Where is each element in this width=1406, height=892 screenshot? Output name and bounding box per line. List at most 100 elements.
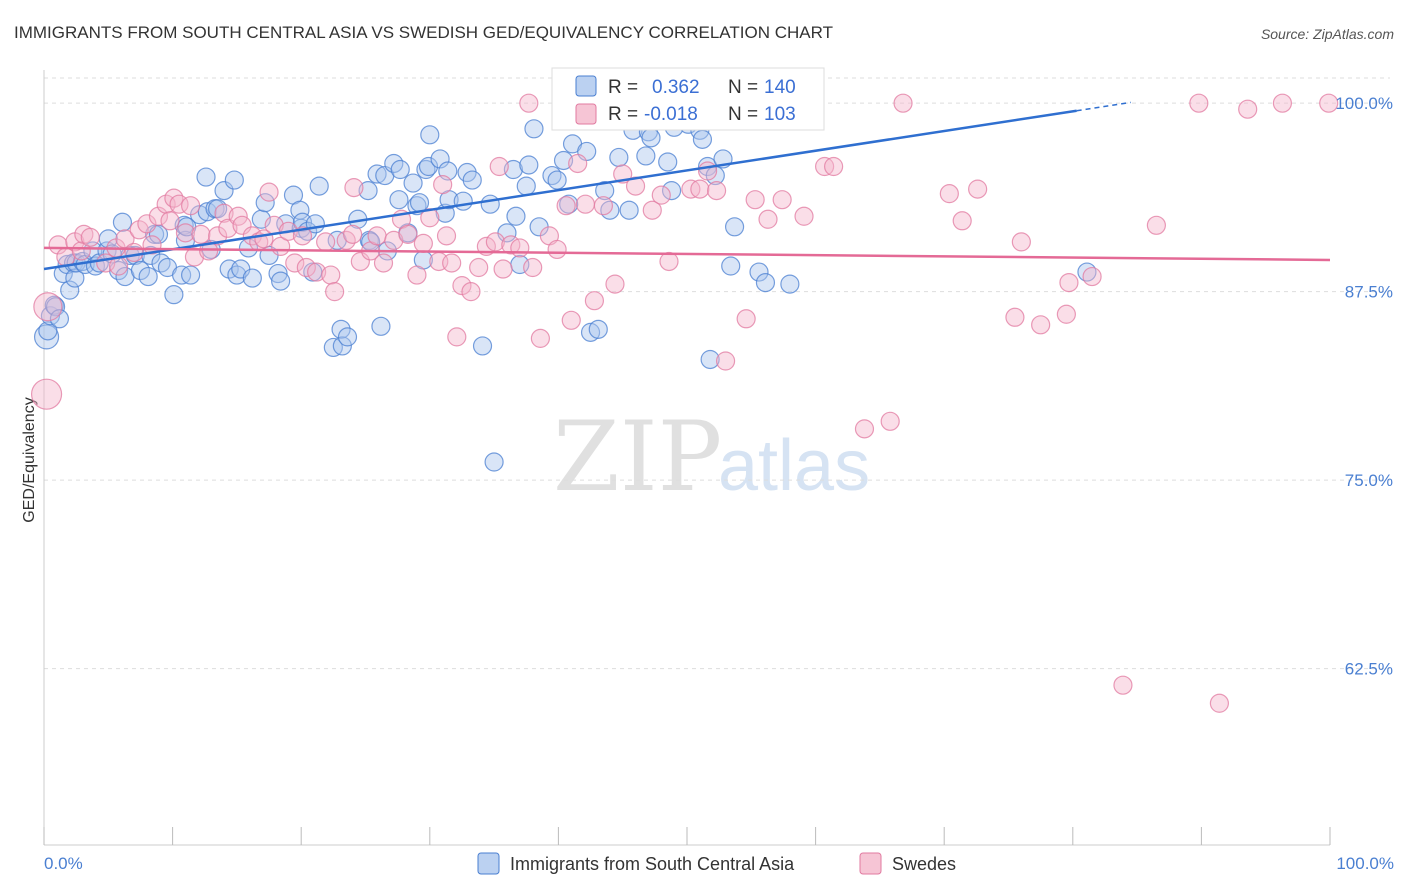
point-swedes — [530, 328, 550, 348]
point-immigrants — [418, 156, 439, 177]
point-immigrants — [636, 146, 656, 166]
point-swedes — [325, 282, 345, 302]
point-immigrants — [700, 349, 720, 370]
point-swedes — [71, 241, 91, 261]
point-immigrants — [547, 170, 567, 190]
point-immigrants — [462, 170, 482, 190]
y-tick-label: 100.0% — [1335, 94, 1393, 113]
point-swedes — [384, 230, 404, 250]
point-swedes — [433, 174, 453, 195]
point-immigrants — [196, 167, 216, 187]
point-swedes — [307, 262, 327, 282]
point-swedes — [690, 179, 710, 199]
point-swedes — [292, 226, 313, 246]
point-swedes — [199, 241, 219, 261]
point-swedes — [493, 259, 513, 279]
point-swedes — [129, 220, 149, 240]
top-legend: R = 0.362 N = 140 R = -0.018 N = 103 — [551, 67, 825, 131]
point-swedes — [854, 419, 875, 439]
point-immigrants — [453, 191, 473, 211]
point-swedes — [398, 224, 418, 244]
point-swedes — [160, 211, 180, 231]
point-immigrants — [371, 316, 391, 336]
point-immigrants — [331, 319, 351, 339]
legend-swatch-immigrants — [575, 75, 597, 97]
legend-box — [551, 67, 825, 131]
point-immigrants — [516, 176, 536, 196]
point-swedes — [893, 93, 913, 113]
point-swedes — [824, 156, 844, 177]
point-immigrants — [268, 263, 288, 284]
point-swedes — [447, 327, 467, 347]
point-swedes — [124, 242, 144, 263]
point-swedes — [191, 224, 211, 244]
point-swedes — [80, 227, 100, 247]
point-immigrants — [519, 155, 539, 175]
y-tick-label: 75.0% — [1345, 471, 1393, 490]
point-swedes — [593, 196, 614, 216]
point-immigrants — [309, 176, 329, 196]
point-swedes — [367, 226, 387, 246]
point-swedes — [164, 188, 184, 208]
bottom-legend: Immigrants from South Central Asia Swede… — [477, 852, 956, 875]
point-immigrants — [420, 125, 440, 145]
point-immigrants — [403, 173, 423, 193]
chart-title: IMMIGRANTS FROM SOUTH CENTRAL ASIA VS SW… — [14, 23, 833, 42]
x-tick-label-max: 100.0% — [1336, 854, 1394, 873]
point-swedes — [1031, 315, 1051, 335]
watermark-atlas: atlas — [718, 426, 870, 506]
y-axis-label: GED/Equivalency — [21, 397, 38, 522]
point-immigrants — [219, 259, 239, 279]
legend-n-value-1: 140 — [764, 77, 796, 98]
point-immigrants — [332, 336, 352, 356]
point-swedes — [561, 310, 581, 330]
point-swedes — [285, 253, 305, 273]
point-swedes — [137, 214, 157, 234]
legend-swatch-swedes — [575, 103, 597, 125]
legend-r-value-1: 0.362 — [652, 77, 700, 98]
point-swedes — [575, 194, 596, 214]
legend-n-label-1: N = — [728, 77, 758, 98]
point-immigrants — [430, 149, 450, 169]
point-immigrants — [661, 181, 682, 201]
point-swedes — [736, 309, 756, 329]
point-swedes — [208, 226, 228, 246]
axis-layer — [43, 70, 1331, 846]
point-swedes — [745, 190, 765, 210]
point-swedes — [584, 291, 605, 311]
watermark-zip: ZIP — [553, 401, 722, 513]
watermark: ZIP atlas — [553, 401, 870, 513]
point-swedes — [706, 181, 727, 201]
point-immigrants — [755, 272, 776, 293]
point-immigrants — [724, 217, 745, 237]
point-swedes — [232, 215, 252, 235]
point-swedes — [350, 251, 370, 272]
point-swedes — [651, 185, 671, 205]
point-swedes — [1011, 232, 1031, 252]
point-immigrants — [181, 265, 201, 285]
point-immigrants — [721, 256, 741, 276]
chart-source: Source: ZipAtlas.com — [1261, 26, 1394, 42]
point-immigrants — [38, 321, 58, 341]
point-immigrants — [472, 336, 493, 356]
point-swedes — [214, 203, 234, 223]
point-immigrants — [506, 206, 526, 226]
point-swedes — [148, 206, 169, 226]
point-swedes — [436, 226, 457, 246]
point-immigrants — [588, 319, 608, 339]
trend-layer — [43, 101, 1331, 271]
point-swedes — [33, 292, 63, 322]
point-immigrants — [138, 266, 158, 287]
point-swedes — [1082, 266, 1102, 287]
point-swedes — [461, 282, 481, 302]
point-swedes — [469, 257, 489, 278]
trendline-immigrants-extension — [1076, 101, 1131, 112]
point-immigrants — [580, 322, 601, 342]
y-tick-label: 62.5% — [1345, 660, 1393, 679]
point-swedes — [489, 156, 509, 177]
legend-n-label-2: N = — [728, 104, 758, 125]
point-immigrants — [595, 181, 615, 201]
point-swedes — [605, 274, 625, 294]
point-immigrants — [692, 129, 713, 149]
bottom-legend-swatch-swedes — [859, 852, 882, 875]
